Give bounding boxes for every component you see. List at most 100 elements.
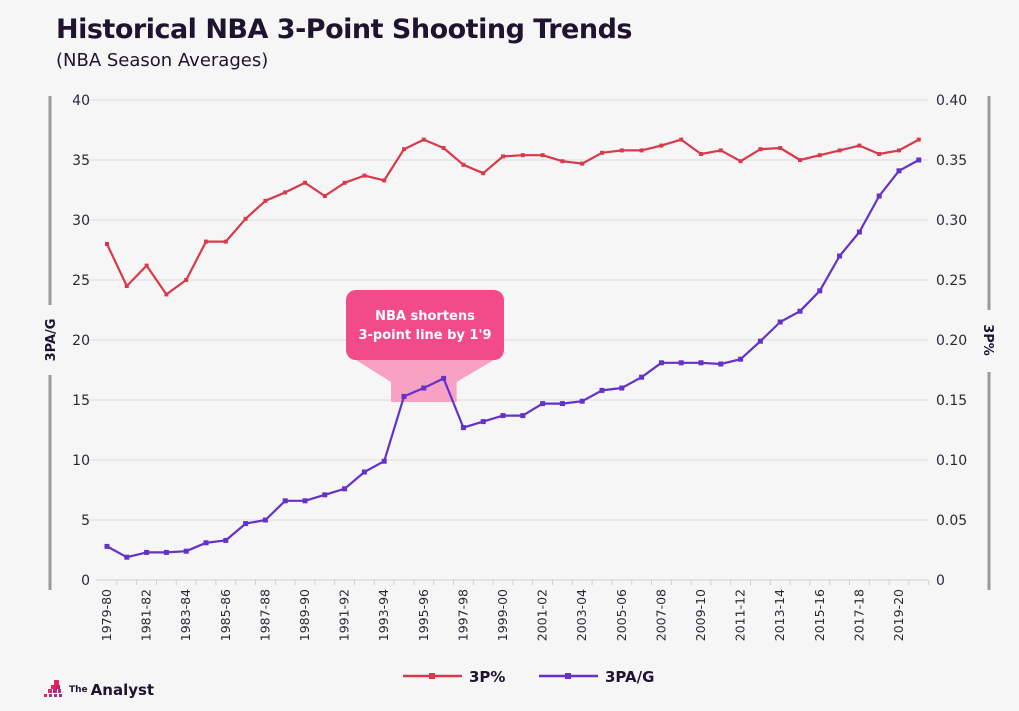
legend-item-3p-pct[interactable]: 3P% [403, 668, 505, 686]
legend-marker-3p-pct [429, 673, 435, 679]
data-point [500, 413, 506, 419]
data-point [580, 161, 585, 166]
data-point [520, 413, 526, 419]
x-tick-label: 2017-18 [851, 589, 866, 641]
data-point [718, 148, 723, 153]
data-point [243, 521, 249, 527]
data-point [342, 180, 347, 185]
x-tick-label: 2015-16 [812, 589, 827, 641]
data-point [540, 153, 545, 158]
x-tick-label: 2013-14 [772, 589, 787, 641]
data-point [204, 239, 208, 244]
data-point [619, 148, 624, 153]
data-point [817, 153, 822, 158]
data-point [381, 458, 387, 464]
chart-title: Historical NBA 3-Point Shooting Trends [56, 14, 633, 45]
left-tick-label: 20 [72, 333, 90, 349]
x-tick-label: 2007-08 [653, 589, 668, 641]
data-point [164, 292, 169, 297]
data-point [877, 152, 882, 156]
left-tick-label: 40 [72, 93, 90, 109]
data-point [501, 154, 505, 159]
data-point [876, 193, 882, 199]
legend-marker-3pa-g [565, 673, 571, 679]
data-point [144, 263, 149, 268]
data-point [896, 168, 902, 174]
series-3p-pct [105, 137, 921, 297]
left-tick-label: 25 [72, 273, 90, 289]
x-tick-label: 2019-20 [891, 589, 906, 641]
data-point [401, 393, 407, 399]
x-tick-label: 1987-88 [257, 589, 272, 641]
x-tick-label: 1991-92 [337, 589, 352, 641]
right-axis-title: 3P% [980, 324, 995, 356]
analyst-logo-icon [44, 680, 62, 697]
data-point [540, 401, 546, 407]
x-tick-label: 1981-82 [139, 589, 154, 641]
data-point [797, 308, 803, 314]
gridlines [88, 99, 928, 521]
right-tick-label: 0.25 [936, 273, 967, 289]
left-tick-label: 0 [81, 573, 90, 589]
data-point [619, 385, 625, 391]
right-tick-label: 0.35 [936, 153, 967, 169]
left-tick-label: 30 [72, 213, 90, 229]
data-point [579, 398, 585, 404]
data-point [460, 425, 466, 431]
data-point [461, 162, 466, 167]
data-point [798, 158, 802, 162]
data-point [322, 194, 327, 198]
brand-name: Analyst [90, 681, 155, 699]
annotation-box [346, 290, 504, 360]
legend-item-3pa-g[interactable]: 3PA/G [539, 668, 654, 686]
data-point [520, 153, 525, 158]
data-point [718, 361, 724, 367]
annotation-callout [356, 360, 494, 402]
brand-logo: The Analyst [42, 680, 154, 700]
data-point [698, 360, 704, 366]
data-point [480, 419, 486, 425]
data-point [441, 146, 446, 150]
data-point [738, 356, 744, 362]
left-tick-label: 15 [72, 393, 90, 409]
data-point [262, 517, 268, 523]
data-point [639, 374, 645, 380]
data-point [679, 137, 684, 142]
x-tick-label: 1999-00 [495, 589, 510, 641]
data-point [104, 543, 110, 549]
data-point [124, 554, 130, 560]
legend-label-3p-pct: 3P% [469, 668, 505, 686]
data-point [223, 537, 229, 543]
data-point [659, 143, 664, 148]
legend: 3P% 3PA/G [403, 668, 654, 686]
data-point [382, 178, 387, 183]
annotation-text-line1: NBA shortens [375, 309, 475, 324]
x-tick-label: 1979-80 [99, 589, 114, 641]
right-tick-label: 0.05 [936, 513, 967, 529]
data-point [243, 216, 248, 221]
left-tick-label: 35 [72, 153, 90, 169]
data-point [600, 150, 604, 155]
data-point [856, 229, 862, 235]
x-tick-label: 1989-90 [297, 589, 312, 641]
data-point [559, 401, 565, 407]
data-point [303, 180, 307, 185]
x-tick-label: 2011-12 [733, 589, 748, 641]
x-tick-label: 1985-86 [218, 589, 233, 641]
right-tick-label: 0 [936, 573, 945, 589]
data-point [203, 540, 209, 546]
data-point [421, 137, 426, 142]
data-point [837, 148, 842, 153]
data-point [481, 171, 486, 176]
series-line [106, 138, 920, 296]
data-point [916, 157, 922, 163]
data-point [857, 143, 862, 148]
right-tick-label: 0.15 [936, 393, 967, 409]
data-point [342, 486, 348, 492]
data-point [757, 338, 763, 344]
left-axis-ticks: 0 5 10 15 20 25 30 35 40 [72, 93, 90, 589]
data-point [322, 492, 328, 498]
x-tick-label: 2009-10 [693, 589, 708, 641]
data-point [758, 147, 763, 152]
